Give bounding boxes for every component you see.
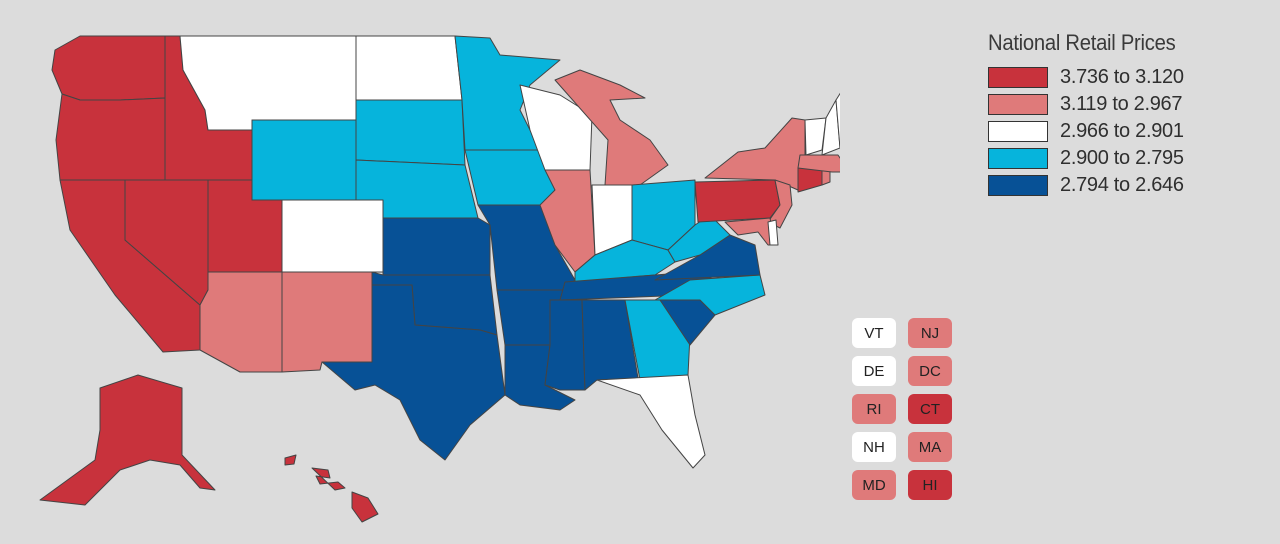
legend-label: 2.900 to 2.795 <box>1060 147 1184 169</box>
legend-item: 3.119 to 2.967 <box>988 91 1192 118</box>
state-ak[interactable] <box>39 374 216 506</box>
legend-items: 3.736 to 3.120 3.119 to 2.967 2.966 to 2.9… <box>988 64 1192 199</box>
small-state-ri[interactable]: RI <box>852 394 896 424</box>
state-co[interactable] <box>281 199 384 273</box>
legend-title: National Retail Prices <box>988 30 1176 55</box>
legend-item: 2.794 to 2.646 <box>988 172 1192 199</box>
state-ny[interactable] <box>704 117 806 191</box>
state-az[interactable] <box>199 271 283 373</box>
legend-swatch <box>988 67 1048 88</box>
state-hi-islands[interactable] <box>311 467 346 491</box>
state-wv[interactable] <box>667 214 731 263</box>
state-mt[interactable] <box>179 35 357 131</box>
legend-swatch <box>988 148 1048 169</box>
state-vt[interactable] <box>804 117 827 156</box>
small-state-vt[interactable]: VT <box>852 318 896 348</box>
state-hi[interactable] <box>351 491 379 523</box>
state-de[interactable] <box>767 219 779 246</box>
small-state-hi[interactable]: HI <box>908 470 952 500</box>
small-states-grid: VT NJ DE DC RI CT NH MA MD HI <box>852 318 952 500</box>
state-mi[interactable] <box>554 69 669 186</box>
legend-item: 2.966 to 2.901 <box>988 118 1192 145</box>
legend-swatch <box>988 175 1048 196</box>
state-hi-kauai[interactable] <box>284 454 297 466</box>
legend-item: 2.900 to 2.795 <box>988 145 1192 172</box>
legend-label: 2.966 to 2.901 <box>1060 120 1184 142</box>
legend-label: 3.119 to 2.967 <box>1060 93 1183 115</box>
legend-label: 3.736 to 3.120 <box>1060 66 1184 88</box>
state-ks[interactable] <box>382 217 491 276</box>
state-or[interactable] <box>55 93 166 181</box>
small-state-md[interactable]: MD <box>852 470 896 500</box>
legend-item: 3.736 to 3.120 <box>988 64 1192 91</box>
small-state-de[interactable]: DE <box>852 356 896 386</box>
state-nd[interactable] <box>355 35 463 101</box>
legend-label: 2.794 to 2.646 <box>1060 174 1184 196</box>
state-tx[interactable] <box>321 284 506 461</box>
state-md[interactable] <box>724 217 776 246</box>
state-il[interactable] <box>539 169 596 273</box>
small-state-ma[interactable]: MA <box>908 432 952 462</box>
state-nc[interactable] <box>654 274 766 316</box>
small-state-nh[interactable]: NH <box>852 432 896 462</box>
legend-swatch <box>988 94 1048 115</box>
state-nj[interactable] <box>767 179 793 229</box>
legend: National Retail Prices 3.736 to 3.120 3.1… <box>988 30 1192 199</box>
state-wa[interactable] <box>51 35 166 101</box>
state-nm[interactable] <box>281 271 373 373</box>
state-nh[interactable] <box>821 99 840 156</box>
state-va[interactable] <box>654 234 761 281</box>
state-ms[interactable] <box>544 299 586 391</box>
state-wy[interactable] <box>251 119 357 201</box>
state-me[interactable] <box>835 70 840 149</box>
small-state-nj[interactable]: NJ <box>908 318 952 348</box>
us-map <box>39 35 840 523</box>
state-sd[interactable] <box>355 99 466 166</box>
legend-swatch <box>988 121 1048 142</box>
small-state-dc[interactable]: DC <box>908 356 952 386</box>
small-state-ct[interactable]: CT <box>908 394 952 424</box>
state-ma[interactable] <box>797 154 840 173</box>
state-fl[interactable] <box>596 374 706 469</box>
state-ct[interactable] <box>797 167 823 193</box>
state-pa[interactable] <box>694 179 781 223</box>
